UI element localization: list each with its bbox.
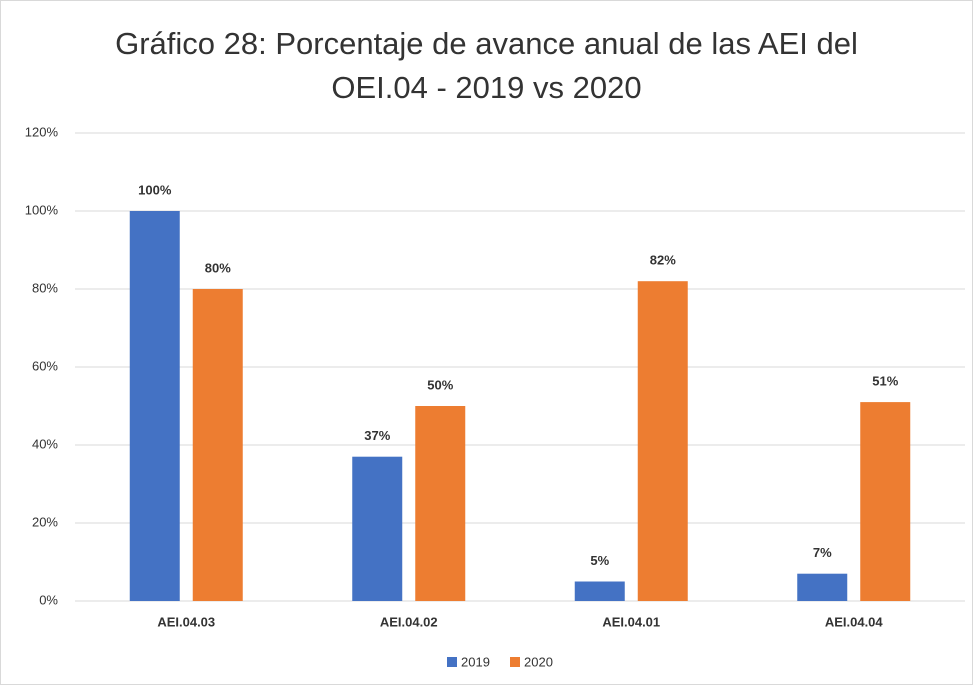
data-label: 100% <box>138 182 172 197</box>
bar <box>192 289 243 601</box>
chart-title: Gráfico 28: Porcentaje de avance anual d… <box>115 26 858 105</box>
bar <box>574 581 625 601</box>
legend-label: 2019 <box>461 654 490 669</box>
y-tick-label: 120% <box>25 124 59 139</box>
data-label: 80% <box>205 260 231 275</box>
data-label: 7% <box>813 545 832 560</box>
data-label: 51% <box>872 374 898 389</box>
y-tick-label: 40% <box>32 436 58 451</box>
y-tick-label: 100% <box>25 202 59 217</box>
data-label: 82% <box>650 253 676 268</box>
bar <box>352 456 403 601</box>
x-tick-label: AEI.04.02 <box>380 614 438 629</box>
data-label: 5% <box>590 553 609 568</box>
data-label: 50% <box>427 377 453 392</box>
bar <box>129 211 180 601</box>
legend-swatch <box>447 657 457 667</box>
x-tick-label: AEI.04.04 <box>825 614 884 629</box>
y-tick-label: 0% <box>39 592 58 607</box>
bar <box>637 281 688 601</box>
y-tick-label: 60% <box>32 358 58 373</box>
bar <box>797 573 848 601</box>
y-tick-label: 80% <box>32 280 58 295</box>
x-tick-label: AEI.04.01 <box>602 614 660 629</box>
x-tick-label: AEI.04.03 <box>157 614 215 629</box>
bar <box>415 406 466 601</box>
y-tick-label: 20% <box>32 514 58 529</box>
legend-label: 2020 <box>524 654 553 669</box>
data-label: 37% <box>364 428 390 443</box>
legend-swatch <box>510 657 520 667</box>
bar <box>860 402 911 601</box>
